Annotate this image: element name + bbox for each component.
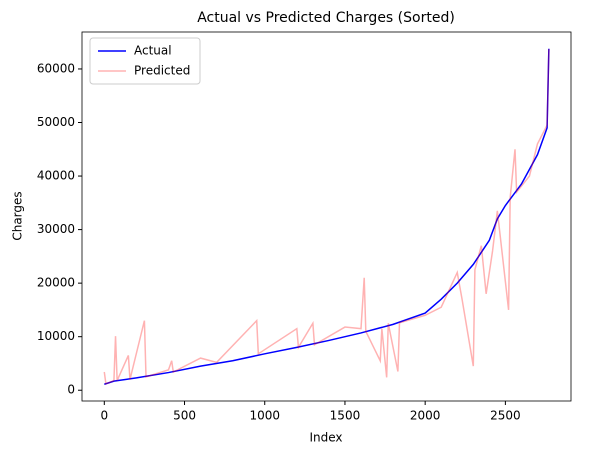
y-tick-label: 10000 <box>37 329 75 343</box>
x-tick-label: 0 <box>100 409 108 423</box>
x-tick-label: 1000 <box>249 409 280 423</box>
legend-box <box>89 37 201 85</box>
y-tick-label: 0 <box>67 383 75 397</box>
x-axis-label: Index <box>309 431 342 445</box>
line <box>104 48 550 385</box>
line <box>103 49 550 385</box>
y-tick-label: 60000 <box>37 61 75 75</box>
plot-frame <box>81 31 572 402</box>
legend-label: Predicted <box>134 64 190 78</box>
x-tick-label: 2000 <box>410 409 441 423</box>
y-tick-label: 40000 <box>37 169 75 183</box>
y-tick-label: 50000 <box>37 115 75 129</box>
x-tick-label: 2500 <box>490 409 521 423</box>
y-tick-label: 20000 <box>37 276 75 290</box>
legend-label: Actual <box>134 44 172 58</box>
y-tick-label: 30000 <box>37 222 75 236</box>
y-axis-label: Charges <box>11 191 25 240</box>
chart-title: Actual vs Predicted Charges (Sorted) <box>197 10 455 26</box>
x-tick-label: 500 <box>173 409 196 423</box>
x-tick-label: 1500 <box>330 409 361 423</box>
